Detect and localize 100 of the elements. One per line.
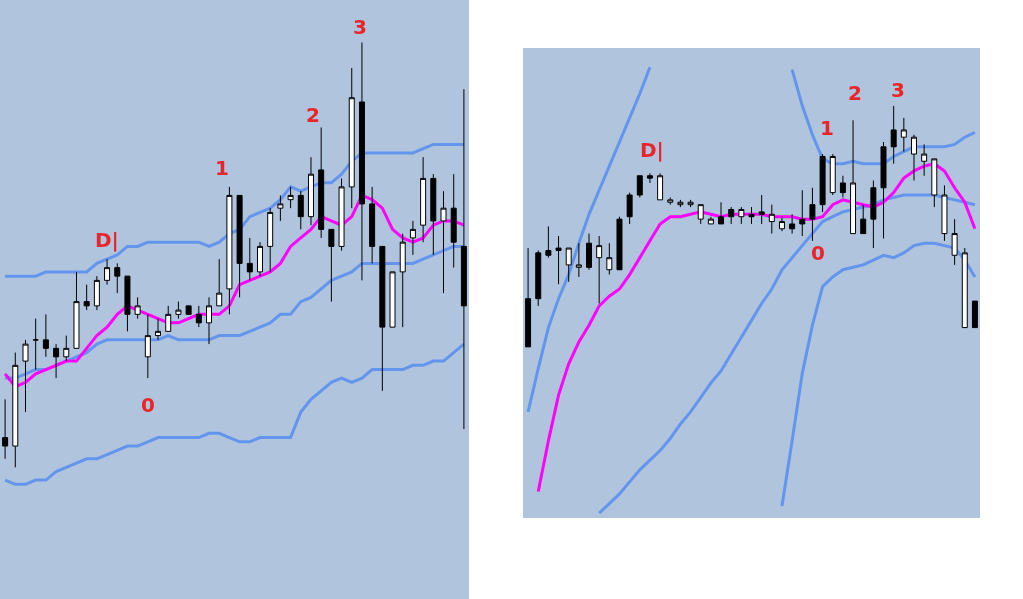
candlestick xyxy=(73,271,80,349)
candlestick xyxy=(667,196,674,206)
annotation: 0 xyxy=(811,241,825,265)
candlestick xyxy=(348,67,355,209)
candlestick xyxy=(971,300,978,329)
candlestick xyxy=(789,213,796,235)
annotation: D| xyxy=(640,138,664,162)
candlestick xyxy=(657,172,664,201)
candlestick xyxy=(104,258,111,286)
candlestick xyxy=(358,41,365,281)
candlestick xyxy=(2,398,9,460)
candlestick xyxy=(267,207,274,273)
candlestick xyxy=(697,204,704,225)
candlestick xyxy=(277,194,284,222)
candlestick xyxy=(440,190,447,294)
candlestick xyxy=(318,126,325,239)
candlestick xyxy=(596,235,603,304)
candlestick xyxy=(860,204,867,235)
candlestick xyxy=(707,216,714,225)
candlestick xyxy=(63,335,70,362)
candlestick xyxy=(22,339,29,413)
candlestick xyxy=(931,158,938,208)
annotation: 2 xyxy=(306,103,320,127)
candlestick xyxy=(941,184,948,242)
candlestick xyxy=(809,187,816,242)
candlestick xyxy=(328,228,335,303)
candlestick xyxy=(535,249,542,307)
candlestick xyxy=(606,242,613,276)
text: 3 xyxy=(891,78,905,102)
candlestick xyxy=(525,247,532,348)
candlestick xyxy=(155,318,162,341)
candlestick xyxy=(748,206,755,225)
annotation: 0 xyxy=(141,393,155,417)
annotation: D| xyxy=(95,228,119,252)
candlestick xyxy=(297,190,304,230)
annotation: 1 xyxy=(215,156,229,180)
candlestick xyxy=(42,313,49,358)
candlestick xyxy=(420,156,427,243)
candlestick xyxy=(718,201,725,225)
candlestick xyxy=(369,186,376,264)
candlestick xyxy=(961,247,968,329)
candlestick xyxy=(430,173,437,256)
text: 2 xyxy=(848,81,862,105)
candlestick xyxy=(399,233,406,328)
candlestick xyxy=(921,143,928,177)
candlestick xyxy=(728,206,735,225)
candlestick xyxy=(768,204,775,235)
annotation: 1 xyxy=(820,116,834,140)
candlestick xyxy=(175,301,182,320)
candlestick xyxy=(687,199,694,208)
candlestick xyxy=(93,275,100,311)
text: 3 xyxy=(353,15,367,39)
candlestick xyxy=(114,262,121,294)
candlestick xyxy=(53,343,60,379)
candlestick xyxy=(165,305,172,332)
candlestick xyxy=(124,275,131,332)
candlestick xyxy=(890,105,897,165)
candlestick xyxy=(870,180,877,249)
candlestick xyxy=(616,216,623,271)
candlestick xyxy=(545,225,552,259)
candlestick xyxy=(626,192,633,225)
candlestick xyxy=(839,175,846,198)
candlestick xyxy=(880,141,887,239)
candlestick xyxy=(236,194,243,298)
candlestick xyxy=(911,134,917,182)
candlestick xyxy=(206,296,213,345)
candlestick xyxy=(134,296,141,320)
candlestick xyxy=(636,175,643,198)
candlestick xyxy=(389,271,396,328)
candlestick xyxy=(900,117,907,153)
candlestick xyxy=(758,194,765,225)
candlestick xyxy=(951,218,958,266)
candlestick xyxy=(256,241,263,277)
candlestick xyxy=(850,119,857,235)
candlestick xyxy=(307,156,314,226)
candlestick xyxy=(555,235,562,285)
candlestick xyxy=(246,237,253,281)
candlestick xyxy=(144,313,151,379)
candlestick xyxy=(12,352,19,468)
candlestick xyxy=(819,153,826,213)
candlestick xyxy=(379,245,386,392)
candlestick xyxy=(575,242,582,278)
candlestick xyxy=(738,206,745,225)
candlestick xyxy=(195,305,202,328)
candlestick xyxy=(565,247,572,283)
candlestick xyxy=(226,186,233,315)
candlestick xyxy=(677,199,684,208)
candlestick xyxy=(185,305,192,315)
candlestick xyxy=(287,186,294,209)
candlestick xyxy=(409,220,416,256)
candlestick xyxy=(646,172,653,184)
candlestick xyxy=(216,258,223,307)
candlestick xyxy=(338,177,345,252)
candlestick xyxy=(450,173,457,269)
candlestick xyxy=(586,233,592,271)
candlestick xyxy=(799,189,806,237)
candlestick xyxy=(83,284,90,311)
candlestick xyxy=(829,153,836,196)
candlestick xyxy=(32,318,39,371)
candlestick xyxy=(460,88,467,430)
